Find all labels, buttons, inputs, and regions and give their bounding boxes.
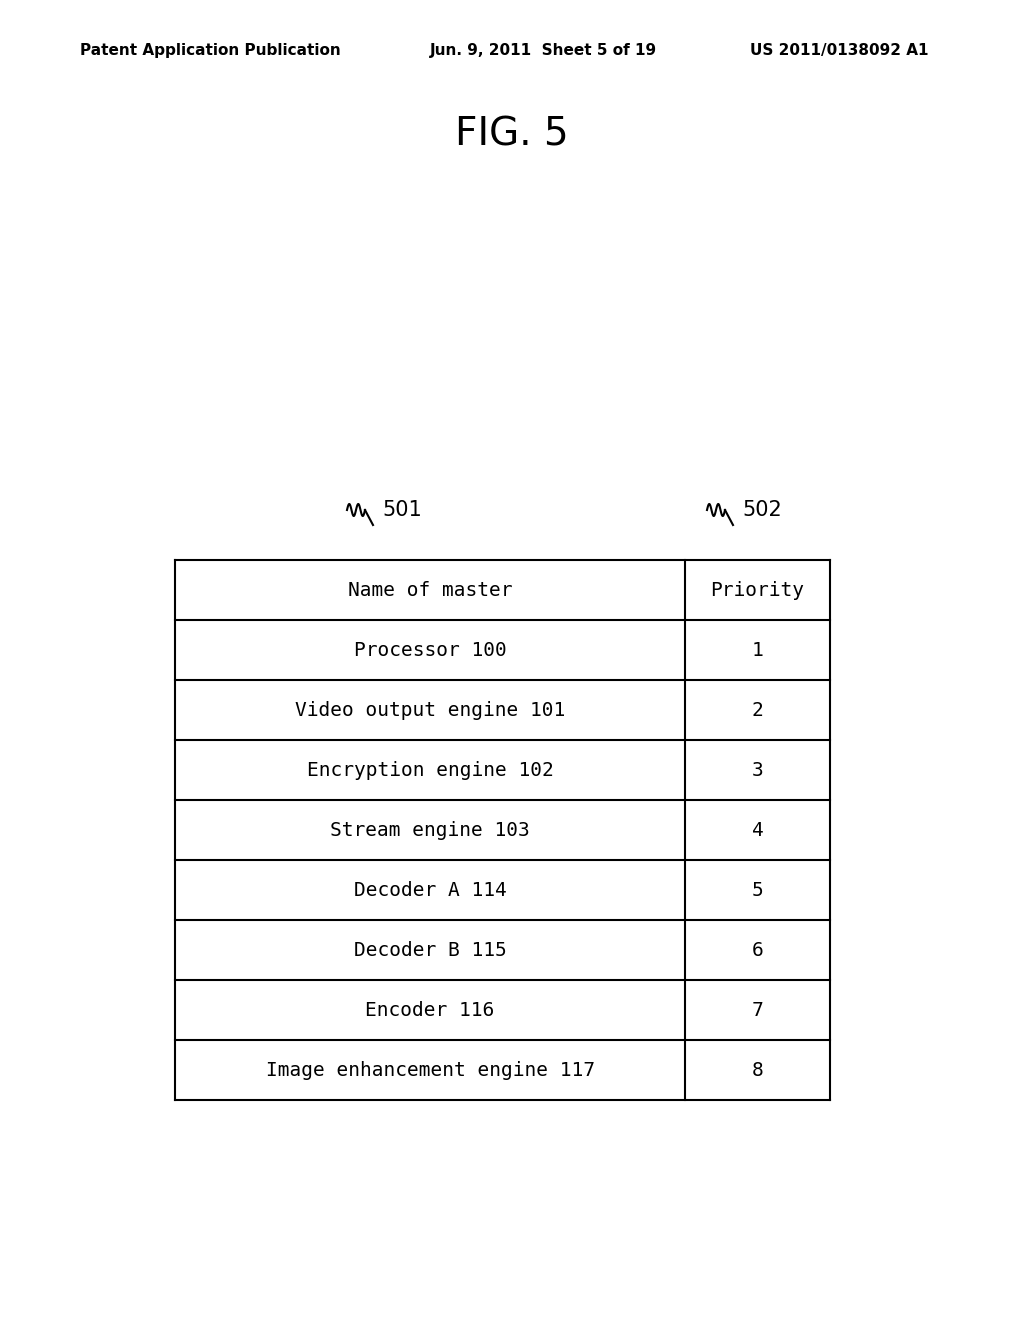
- Text: 502: 502: [742, 500, 781, 520]
- Text: Image enhancement engine 117: Image enhancement engine 117: [265, 1060, 595, 1080]
- Text: 8: 8: [752, 1060, 763, 1080]
- Text: Stream engine 103: Stream engine 103: [330, 821, 529, 840]
- Text: Encryption engine 102: Encryption engine 102: [306, 760, 553, 780]
- Text: FIG. 5: FIG. 5: [456, 116, 568, 154]
- Text: 5: 5: [752, 880, 763, 899]
- Text: 3: 3: [752, 760, 763, 780]
- Text: 1: 1: [752, 640, 763, 660]
- Text: Processor 100: Processor 100: [353, 640, 507, 660]
- Text: Video output engine 101: Video output engine 101: [295, 701, 565, 719]
- Text: Decoder A 114: Decoder A 114: [353, 880, 507, 899]
- Text: Patent Application Publication: Patent Application Publication: [80, 42, 341, 58]
- Text: Encoder 116: Encoder 116: [366, 1001, 495, 1019]
- Text: 7: 7: [752, 1001, 763, 1019]
- Text: Priority: Priority: [711, 581, 805, 599]
- Text: 501: 501: [382, 500, 422, 520]
- Text: Jun. 9, 2011  Sheet 5 of 19: Jun. 9, 2011 Sheet 5 of 19: [430, 42, 657, 58]
- Text: Decoder B 115: Decoder B 115: [353, 940, 507, 960]
- Text: 2: 2: [752, 701, 763, 719]
- Text: 6: 6: [752, 940, 763, 960]
- Text: Name of master: Name of master: [348, 581, 512, 599]
- Text: 4: 4: [752, 821, 763, 840]
- Text: US 2011/0138092 A1: US 2011/0138092 A1: [750, 42, 929, 58]
